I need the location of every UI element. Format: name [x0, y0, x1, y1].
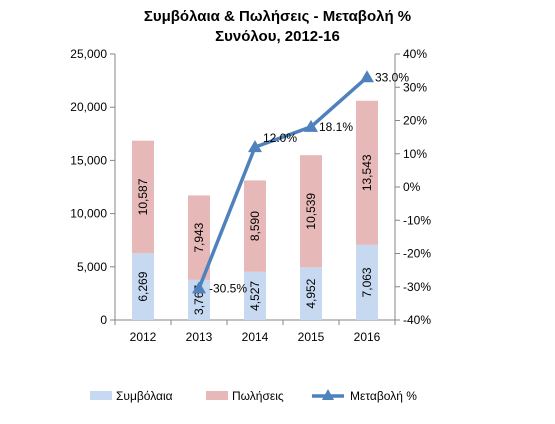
legend-swatch-symvolaia [90, 391, 112, 400]
left-tick-label: 15,000 [70, 153, 107, 167]
line-marker [248, 140, 262, 153]
line-label: -30.5% [209, 281, 247, 295]
left-tick-label: 5,000 [77, 260, 107, 274]
x-tick-label: 2015 [298, 330, 325, 344]
right-tick-label: 40% [403, 47, 427, 61]
x-tick-label: 2013 [186, 330, 213, 344]
legend-marker-metavoli [322, 389, 334, 400]
line-marker [192, 281, 206, 294]
legend-label-symvolaia: Συμβόλαια [116, 389, 173, 403]
legend-label-poliseis: Πωλήσεις [232, 389, 284, 403]
bar-symvolaia [188, 279, 210, 320]
line-marker [360, 70, 374, 83]
line-label: 12.0% [263, 131, 297, 145]
chart-title-line1: Συμβόλαια & Πωλήσεις - Μεταβολή % [143, 8, 412, 25]
chart-title-line2: Συνόλου, 2012-16 [215, 28, 340, 45]
x-tick-label: 2014 [242, 330, 269, 344]
right-tick-label: -20% [403, 247, 431, 261]
bar-poliseis [356, 100, 378, 245]
right-tick-label: -40% [403, 313, 431, 327]
bar-label-symvolaia: 4,527 [248, 281, 262, 311]
bar-symvolaia [300, 267, 322, 320]
bar-label-poliseis: 10,539 [304, 193, 318, 230]
bar-label-symvolaia: 4,952 [304, 278, 318, 308]
bar-symvolaia [244, 271, 266, 320]
bar-label-poliseis: 7,943 [192, 222, 206, 252]
bar-poliseis [188, 195, 210, 280]
bar-label-symvolaia: 7,063 [360, 267, 374, 297]
right-tick-label: 10% [403, 147, 427, 161]
bar-symvolaia [356, 244, 378, 320]
line-label: 33.0% [375, 70, 409, 84]
legend-swatch-poliseis [206, 391, 228, 400]
right-tick-label: 0% [403, 180, 421, 194]
line-metavoli [197, 75, 369, 290]
right-tick-label: 30% [403, 80, 427, 94]
bar-poliseis [300, 155, 322, 268]
line-marker [304, 119, 318, 132]
bar-poliseis [244, 180, 266, 272]
left-tick-label: 10,000 [70, 207, 107, 221]
left-tick-label: 25,000 [70, 47, 107, 61]
line-label: 18.1% [319, 120, 353, 134]
right-tick-label: -10% [403, 213, 431, 227]
left-tick-label: 20,000 [70, 100, 107, 114]
x-tick-label: 2016 [354, 330, 381, 344]
right-tick-label: 20% [403, 114, 427, 128]
bar-label-poliseis: 13,543 [360, 154, 374, 191]
left-tick-label: 0 [100, 313, 107, 327]
bar-label-symvolaia: 6,269 [136, 271, 150, 301]
bar-symvolaia [132, 253, 154, 320]
bar-label-poliseis: 8,590 [248, 211, 262, 241]
bar-label-poliseis: 10,587 [136, 178, 150, 215]
bar-poliseis [132, 140, 154, 254]
right-tick-label: -30% [403, 280, 431, 294]
x-tick-label: 2012 [130, 330, 157, 344]
legend-label-metavoli: Μεταβολή % [350, 389, 417, 403]
